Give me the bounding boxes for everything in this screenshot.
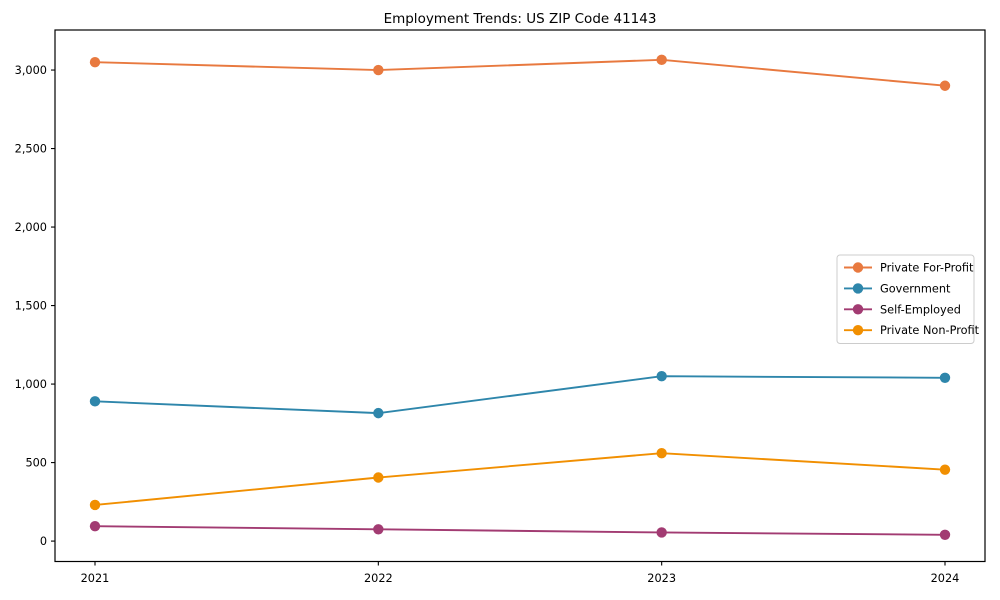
y-axis-tick-label: 3,000	[15, 64, 47, 77]
data-point-government-2023	[656, 371, 667, 382]
x-axis-tick-label: 2024	[931, 572, 960, 585]
series-line-government	[94, 375, 946, 415]
data-point-private-for-profit-2021	[89, 56, 101, 68]
legend-label-government: Government	[880, 282, 951, 295]
legend-marker-private-non-profit	[852, 325, 864, 336]
series-line-self-employed	[94, 525, 946, 536]
y-axis-tick-label: 2,500	[15, 143, 47, 156]
data-point-private-for-profit-2023	[656, 54, 667, 66]
data-point-private-non-profit-2021	[89, 499, 101, 511]
x-axis-tick-label: 2023	[647, 572, 676, 585]
x-axis-tick-label: 2021	[81, 572, 110, 585]
y-axis-tick-label: 2,000	[15, 221, 47, 234]
legend-label-private-for-profit: Private For-Profit	[880, 262, 974, 275]
legend-label-private-non-profit: Private Non-Profit	[880, 324, 980, 337]
data-point-private-non-profit-2024	[939, 464, 951, 475]
x-axis-tick-label: 2022	[364, 572, 393, 585]
data-point-government-2022	[373, 407, 384, 419]
plot-area: 0 500 1,000 1,500 2,000 2,500 3,000 2021 2022 202…	[15, 29, 986, 585]
data-point-self-employed-2023	[656, 527, 667, 538]
legend-label-self-employed: Self-Employed	[880, 303, 961, 316]
y-axis-tick-label: 500	[25, 457, 47, 470]
data-point-private-for-profit-2024	[939, 80, 951, 91]
legend-marker-government	[852, 283, 864, 294]
plot-frame	[54, 29, 986, 563]
data-point-self-employed-2024	[939, 529, 951, 541]
chart-title: Employment Trends: US ZIP Code 41143	[384, 11, 657, 27]
series-line-private-non-profit	[94, 452, 946, 506]
data-point-self-employed-2022	[373, 524, 384, 535]
y-axis-tick-label: 1,000	[15, 378, 47, 391]
data-point-government-2021	[89, 396, 101, 407]
data-point-private-non-profit-2023	[656, 447, 667, 459]
data-point-government-2024	[939, 372, 951, 383]
legend-marker-private-for-profit	[852, 262, 864, 273]
legend-marker-self-employed	[852, 304, 864, 315]
data-point-private-for-profit-2022	[373, 64, 384, 76]
data-point-private-non-profit-2022	[373, 472, 384, 483]
y-axis-tick-label: 1,500	[15, 300, 47, 313]
data-point-self-employed-2021	[89, 520, 101, 532]
series-line-private-for-profit	[94, 58, 946, 87]
y-axis-tick-label: 0	[40, 535, 47, 548]
legend-box	[836, 254, 975, 344]
